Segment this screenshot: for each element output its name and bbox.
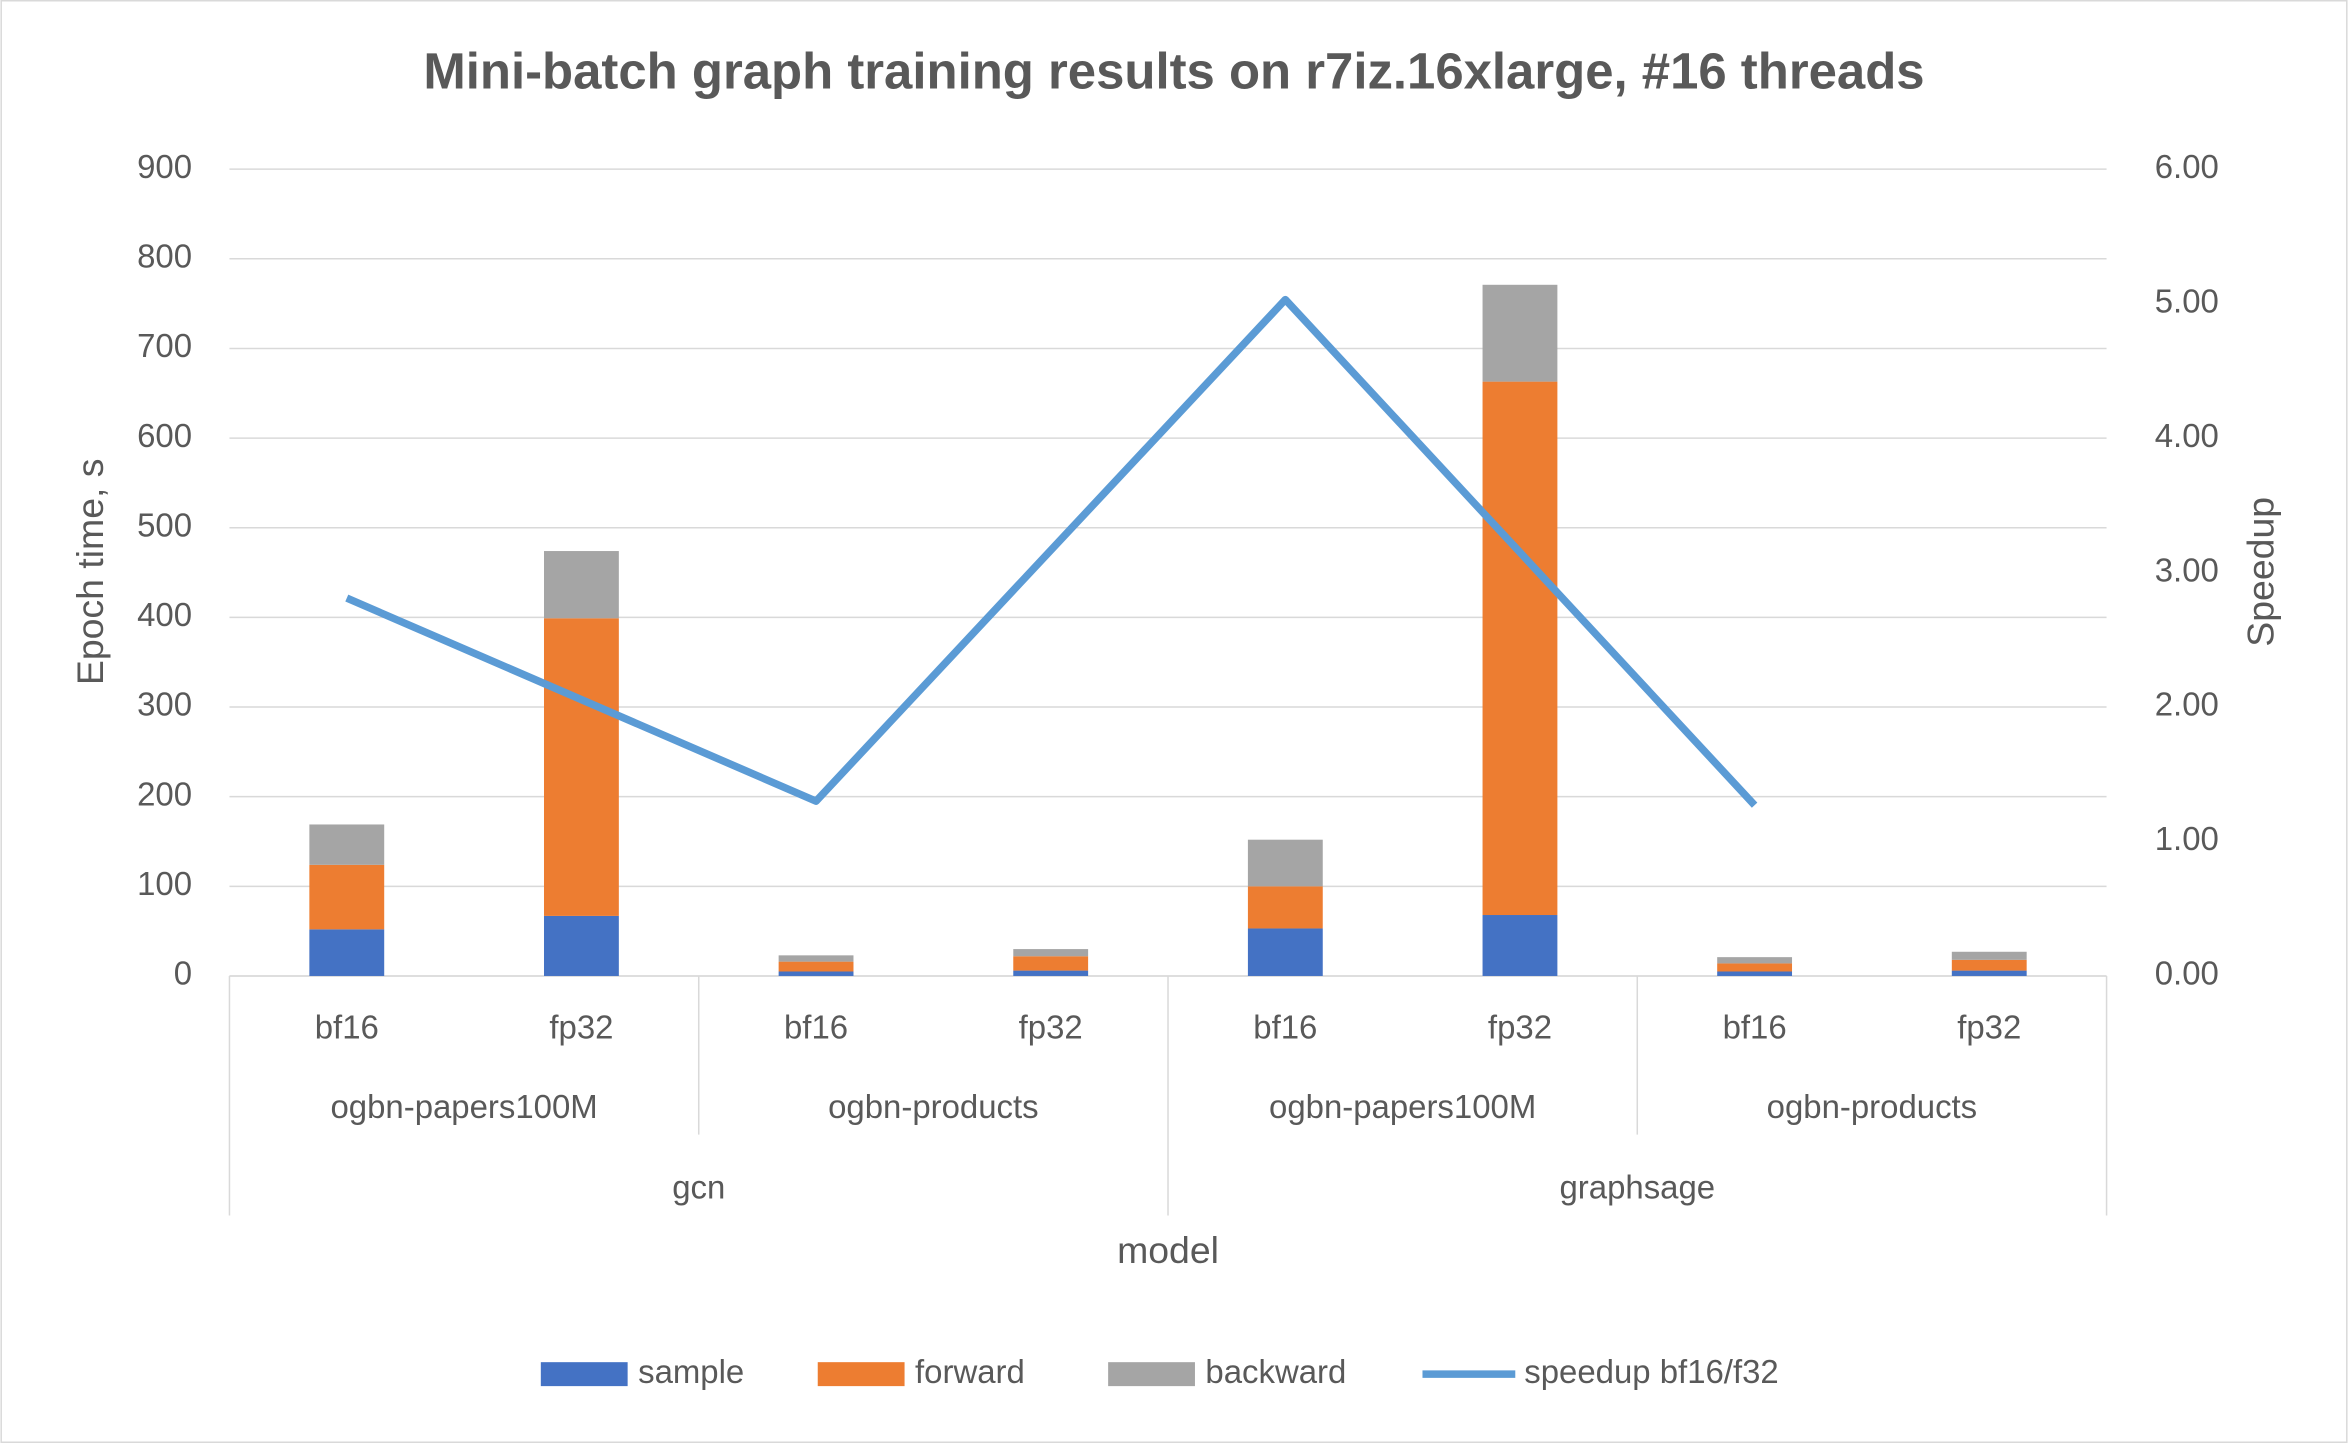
y-tick-label: 900 [137, 148, 192, 185]
legend-label: backward [1205, 1353, 1346, 1390]
x-tick-label: fp32 [1957, 1009, 2021, 1046]
bar-segment [1247, 886, 1323, 929]
group-label: ogbn-products [828, 1088, 1038, 1125]
speedup-line [345, 295, 1758, 808]
bar-segment [543, 915, 619, 976]
y2-tick-label: 4.00 [2155, 417, 2219, 454]
x-tick-label: fp32 [549, 1009, 613, 1046]
legend-swatch [817, 1362, 905, 1387]
x-tick-label: bf16 [1253, 1009, 1317, 1046]
bar-segment [1013, 956, 1089, 971]
bar-segment [1247, 928, 1323, 976]
y-tick-label: 100 [137, 865, 192, 902]
x-tick-label: fp32 [1019, 1009, 1083, 1046]
y-tick-label: 400 [137, 596, 192, 633]
y2-tick-label: 3.00 [2155, 551, 2219, 588]
bar-segment [1951, 959, 2027, 971]
legend-label: speedup bf16/f32 [1524, 1353, 1778, 1390]
bar-segment [778, 961, 854, 972]
group-label: ogbn-papers100M [1269, 1088, 1536, 1125]
y2-tick-label: 1.00 [2155, 820, 2219, 857]
y2-tick-label: 0.00 [2155, 955, 2219, 992]
y-tick-label: 700 [137, 327, 192, 364]
y-tick-label: 0 [174, 955, 192, 992]
y-tick-label: 800 [137, 237, 192, 274]
group-label: ogbn-papers100M [330, 1088, 597, 1125]
bar-segment [778, 971, 854, 976]
bar-segment [309, 864, 385, 930]
bar-segment [543, 551, 619, 619]
model-label: gcn [672, 1169, 725, 1206]
bar-segment [1951, 970, 2027, 976]
y-tick-label: 300 [137, 686, 192, 723]
legend-label: sample [638, 1353, 744, 1390]
group-label: ogbn-products [1767, 1088, 1977, 1125]
x-tick-label: bf16 [315, 1009, 379, 1046]
y2-axis-title: Speedup [2240, 497, 2282, 647]
bar-segment [778, 955, 854, 962]
bar-segment [1013, 949, 1089, 957]
bar-segment [1717, 957, 1793, 964]
y2-tick-label: 2.00 [2155, 686, 2219, 723]
legend-label: forward [915, 1353, 1025, 1390]
bar-segment [1247, 839, 1323, 887]
bar-segment [1717, 963, 1793, 972]
legend-swatch [540, 1362, 628, 1387]
chart-title: Mini-batch graph training results on r7i… [423, 42, 1924, 99]
x-tick-label: fp32 [1488, 1009, 1552, 1046]
bar-segment [1482, 284, 1558, 382]
bar-segment [1951, 951, 2027, 960]
bar-segment [543, 618, 619, 916]
y-axis-title: Epoch time, s [69, 458, 111, 685]
y2-tick-label: 6.00 [2155, 148, 2219, 185]
x-tick-label: bf16 [784, 1009, 848, 1046]
model-label: graphsage [1559, 1169, 1715, 1206]
bar-segment [1717, 971, 1793, 976]
x-tick-label: bf16 [1723, 1009, 1787, 1046]
bar-segment [309, 824, 385, 865]
y-tick-label: 600 [137, 417, 192, 454]
bar-segment [309, 929, 385, 976]
bar-segment [1482, 381, 1558, 916]
y-tick-label: 500 [137, 506, 192, 543]
bar-segment [1482, 915, 1558, 976]
legend-swatch [1108, 1362, 1195, 1387]
x-axis-title: model [1117, 1229, 1219, 1271]
y2-tick-label: 5.00 [2155, 282, 2219, 319]
y-tick-label: 200 [137, 775, 192, 812]
bar-segment [1013, 970, 1089, 976]
